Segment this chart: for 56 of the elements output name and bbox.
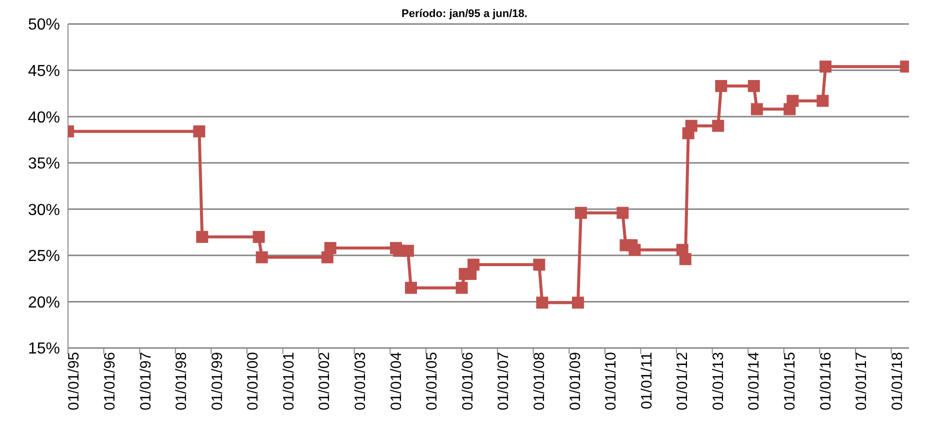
point [786,94,799,107]
point [616,206,629,219]
x-tick-label: 01/01/17 [853,352,870,410]
point [572,296,584,309]
point [533,258,546,271]
x-tick-label: 01/01/13 [710,352,727,410]
x-tick-label: 01/01/06 [459,352,476,410]
chart-title: Período: jan/95 a jun/18. [402,8,528,20]
point [256,251,268,264]
point [324,242,336,254]
x-tick-label: 01/01/01 [280,352,298,410]
x-tick-label: 01/01/95 [66,352,83,410]
x-tick-label: 01/01/12 [674,352,692,410]
x-tick-label: 01/01/04 [388,352,405,410]
y-tick-label: 40% [28,109,60,126]
point [252,230,265,243]
point [820,60,832,73]
point [536,296,548,309]
x-tick-label: 01/01/10 [602,352,620,410]
x-tick-label: 01/01/96 [101,352,118,410]
point [402,244,414,257]
point [468,258,480,271]
x-tick-label: 01/01/07 [495,352,512,410]
point [679,253,692,266]
x-tick-label: 01/01/08 [530,352,548,410]
x-tick-label: 01/01/00 [244,352,262,410]
x-tick-label: 01/01/14 [746,352,763,410]
y-tick-label: 15% [28,340,60,358]
x-tick-label: 01/01/97 [137,352,154,410]
x-tick-label: 01/01/02 [316,352,334,410]
point [712,120,724,132]
point [750,103,763,116]
point [404,282,417,294]
x-tick-label: 01/01/09 [566,352,584,410]
point [685,120,698,132]
y-tick-label: 30% [28,202,60,219]
x-tick-label: 01/01/05 [424,352,441,410]
y-tick-label: 35% [28,156,60,173]
x-tick-label: 01/01/18 [888,352,906,410]
point [193,125,206,138]
point [816,94,829,107]
point [456,282,468,294]
x-tick-label: 01/01/15 [782,352,799,410]
point [196,230,208,243]
y-tick-label: 50% [28,16,60,34]
point [574,206,587,219]
x-tick-label: 01/01/99 [208,352,226,410]
x-tick-label: 01/01/98 [173,352,190,410]
x-tick-label: 01/01/03 [352,352,369,410]
x-tick-label: 01/01/11 [638,352,656,410]
x-tick-label: 01/01/16 [817,352,834,410]
y-tick-label: 45% [28,62,60,80]
point [748,80,760,92]
y-tick-label: 20% [28,294,60,312]
point [715,80,728,92]
y-tick-label: 25% [28,248,60,266]
